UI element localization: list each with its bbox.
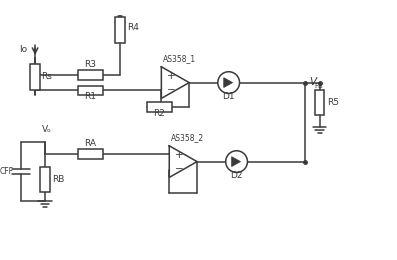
Bar: [77, 86, 103, 95]
Text: +: +: [167, 71, 176, 81]
Text: RB: RB: [52, 175, 64, 184]
Polygon shape: [231, 157, 241, 167]
Text: Vₒ: Vₒ: [42, 125, 52, 134]
Polygon shape: [224, 78, 233, 88]
Text: −: −: [175, 164, 184, 173]
Bar: [77, 70, 103, 80]
Text: CFF: CFF: [0, 167, 13, 176]
Text: R2: R2: [154, 109, 166, 118]
Bar: [77, 149, 103, 159]
Text: V: V: [309, 77, 316, 87]
Text: R4: R4: [127, 23, 139, 32]
Text: FB: FB: [314, 83, 324, 89]
Bar: [314, 89, 324, 115]
Bar: [115, 17, 125, 43]
Text: +: +: [175, 150, 184, 160]
Text: R5: R5: [328, 98, 339, 107]
Bar: [30, 64, 40, 89]
Text: D2: D2: [230, 171, 243, 180]
Text: AS358_2: AS358_2: [171, 133, 204, 142]
Circle shape: [226, 151, 247, 172]
Bar: [40, 167, 50, 192]
Text: −: −: [167, 84, 176, 94]
Text: Io: Io: [19, 46, 27, 55]
Text: AS358_1: AS358_1: [163, 54, 196, 63]
Text: R3: R3: [85, 60, 96, 69]
Bar: [147, 102, 172, 112]
Text: Rs: Rs: [41, 72, 52, 81]
Text: RA: RA: [85, 139, 96, 148]
Circle shape: [218, 72, 239, 93]
Text: D1: D1: [222, 92, 235, 101]
Text: R1: R1: [85, 92, 96, 101]
